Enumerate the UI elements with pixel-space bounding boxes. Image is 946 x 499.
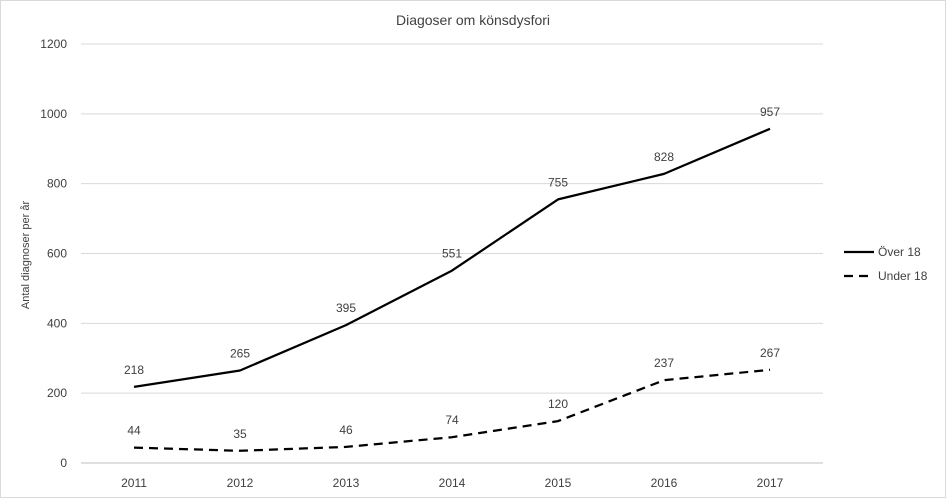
data-label: 120 xyxy=(548,397,568,411)
data-label: 218 xyxy=(124,363,144,377)
x-tick-label: 2013 xyxy=(333,476,360,490)
y-tick-label: 600 xyxy=(47,247,67,261)
x-axis-ticks: 2011 2012 2013 2014 2015 2016 2017 xyxy=(121,476,784,490)
legend-entry: Över 18 xyxy=(878,245,921,259)
series-lines xyxy=(133,127,771,452)
data-label: 551 xyxy=(442,247,462,261)
x-tick-label: 2016 xyxy=(651,476,678,490)
data-label: 267 xyxy=(760,346,780,360)
series-line-1 xyxy=(133,368,771,452)
legend: Över 18 Under 18 xyxy=(844,245,928,283)
chart-title: Diagoser om könsdysfori xyxy=(396,12,550,28)
data-label: 44 xyxy=(127,424,141,438)
data-label: 395 xyxy=(336,301,356,315)
y-axis-ticks: 0 200 400 600 800 1000 1200 xyxy=(40,37,67,470)
series-line-0 xyxy=(133,127,771,389)
data-label: 46 xyxy=(339,423,353,437)
x-tick-label: 2014 xyxy=(439,476,466,490)
legend-entry: Under 18 xyxy=(878,269,928,283)
y-tick-label: 800 xyxy=(47,177,67,191)
data-label: 74 xyxy=(445,413,459,427)
data-label: 35 xyxy=(233,427,247,441)
x-tick-label: 2012 xyxy=(227,476,254,490)
data-label: 755 xyxy=(548,175,568,189)
y-axis-label: Antal diagnoser per år xyxy=(20,201,32,310)
data-label: 237 xyxy=(654,356,674,370)
y-tick-label: 1000 xyxy=(40,107,67,121)
y-tick-label: 200 xyxy=(47,386,67,400)
y-tick-label: 1200 xyxy=(40,37,67,51)
data-label: 828 xyxy=(654,150,674,164)
x-tick-label: 2015 xyxy=(545,476,572,490)
x-tick-label: 2011 xyxy=(121,476,147,490)
gridlines xyxy=(81,43,823,464)
y-tick-label: 400 xyxy=(47,316,67,330)
data-labels: 218 265 395 551 755 828 957 44 35 46 74 120 237 267 xyxy=(124,105,780,441)
y-tick-label: 0 xyxy=(60,456,67,470)
data-label: 265 xyxy=(230,346,250,360)
data-label: 957 xyxy=(760,105,780,119)
x-tick-label: 2017 xyxy=(757,476,784,490)
